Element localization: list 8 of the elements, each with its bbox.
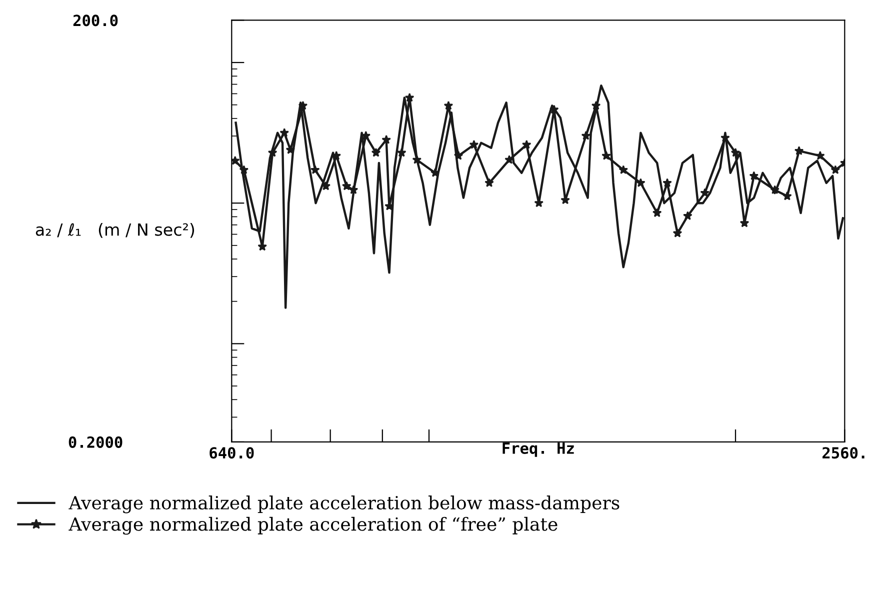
y-tick-label: 200.0: [73, 14, 118, 26]
x-tick-label: 640.0: [210, 447, 254, 459]
legend-label: Average normalized plate acceleration below mass-dampers: [68, 496, 620, 514]
legend-label: Average normalized plate acceleration of “free” plate: [68, 516, 558, 535]
y-axis-title: a₂ / ℓ₁ (m / N sec²): [36, 223, 194, 238]
y-tick-label: 0.2000: [68, 436, 122, 448]
x-axis-title: Freq. Hz: [502, 442, 574, 457]
x-tick-label: 2560.: [822, 447, 864, 459]
